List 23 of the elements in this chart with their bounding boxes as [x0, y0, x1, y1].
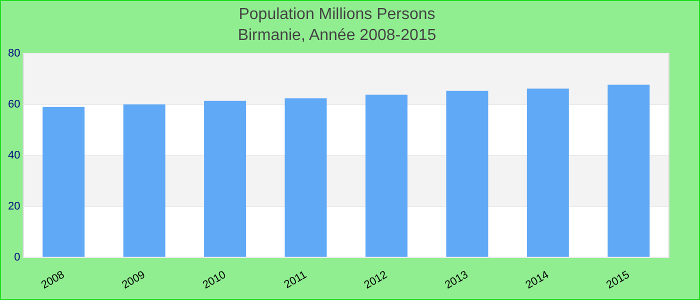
x-tick-label: 2010: [200, 268, 228, 292]
bar: [284, 98, 327, 257]
y-tick-label: 60: [8, 98, 20, 110]
x-tick-label: 2015: [604, 268, 632, 292]
y-tick-label: 40: [8, 149, 20, 162]
y-tick-label: 0: [14, 251, 20, 264]
bar: [42, 106, 85, 257]
bar: [526, 88, 569, 257]
bar: [365, 94, 408, 257]
chart-title: Population Millions Persons: [238, 6, 436, 24]
chart-subtitle: Birmanie, Année 2008-2015: [238, 27, 436, 44]
y-tick-label: 80: [8, 47, 20, 60]
x-tick-label: 2011: [282, 268, 309, 292]
x-tick-label: 2009: [120, 268, 148, 292]
bar: [204, 100, 246, 257]
x-tick-label: 2012: [362, 268, 390, 292]
x-tick-label: 2008: [39, 268, 67, 292]
bar: [123, 104, 166, 257]
y-tick-label: 20: [8, 200, 20, 212]
x-tick-label: 2014: [524, 268, 551, 292]
x-tick-label: 2013: [443, 268, 470, 292]
bar: [608, 84, 650, 257]
bar: [446, 90, 488, 257]
